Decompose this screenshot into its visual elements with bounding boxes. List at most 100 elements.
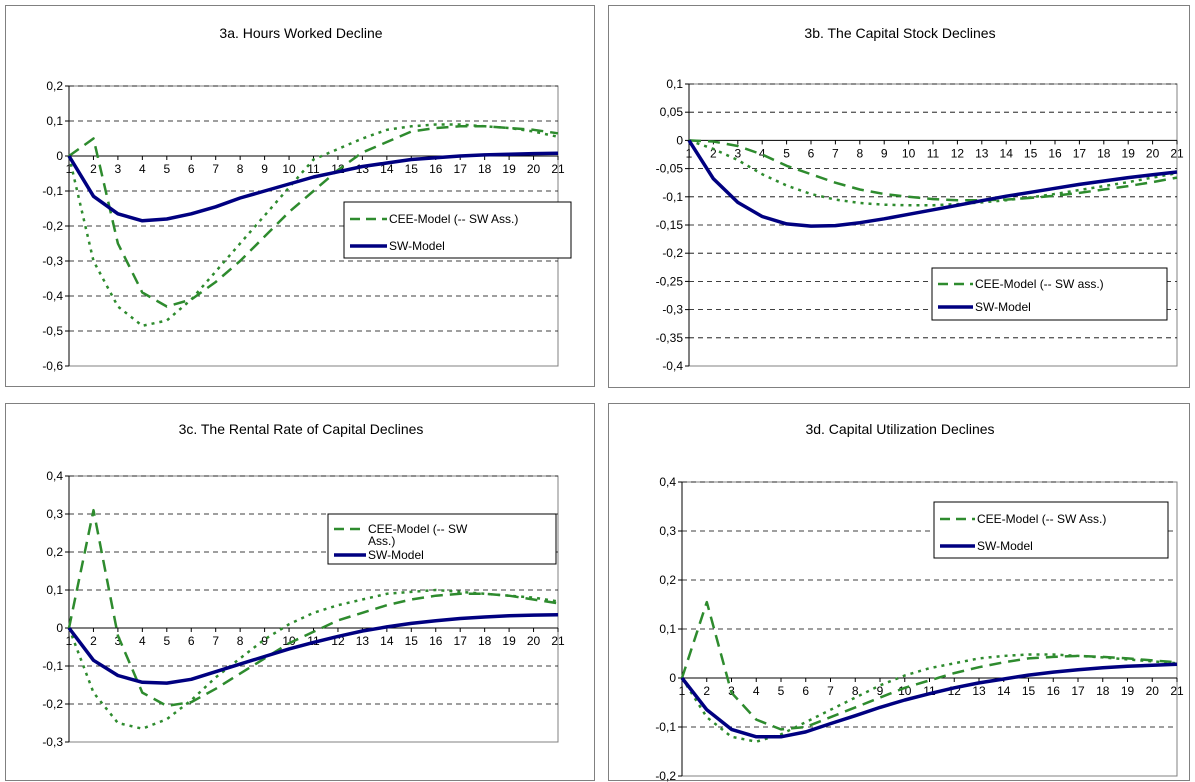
x-tick-label: 21	[551, 634, 565, 648]
x-tick-label: 18	[478, 162, 492, 176]
chart-title: 3d. Capital Utilization Declines	[805, 421, 994, 437]
legend-label: Ass.)	[368, 534, 395, 548]
x-tick-label: 19	[502, 634, 516, 648]
x-tick-label: 7	[832, 146, 839, 160]
x-tick-label: 6	[808, 146, 815, 160]
y-tick-label: -0,3	[662, 303, 683, 317]
series-line-solid	[680, 662, 1178, 739]
x-tick-label: 15	[405, 634, 419, 648]
y-tick-label: -0,1	[655, 720, 676, 734]
y-tick-label: 0,1	[46, 583, 63, 597]
x-tick-label: 10	[902, 146, 916, 160]
x-tick-label: 8	[856, 146, 863, 160]
x-tick-label: 7	[212, 634, 219, 648]
x-tick-label: 2	[90, 162, 97, 176]
series-line-solid	[687, 139, 1178, 228]
x-tick-label: 8	[852, 684, 859, 698]
x-tick-label: 4	[753, 684, 760, 698]
chart-title: 3b. The Capital Stock Declines	[804, 25, 995, 41]
legend-label: SW-Model	[389, 239, 445, 253]
x-tick-label: 10	[898, 684, 912, 698]
x-tick-label: 17	[454, 162, 468, 176]
legend-box	[343, 201, 572, 259]
legend-label: SW-Model	[975, 300, 1031, 314]
series-line-dashed	[688, 139, 1178, 202]
chart-title: 3c. The Rental Rate of Capital Declines	[179, 421, 424, 437]
x-tick-label: 20	[527, 634, 541, 648]
y-tick-label: 0	[56, 149, 63, 163]
x-tick-label: 5	[783, 146, 790, 160]
series-line-dashed	[67, 508, 559, 708]
x-tick-label: 1	[66, 162, 73, 176]
x-tick-label: 19	[502, 162, 516, 176]
x-tick-label: 6	[188, 634, 195, 648]
legend-label: SW-Model	[977, 539, 1033, 553]
y-tick-label: 0	[56, 621, 63, 635]
chart-panel-3a: 3a. Hours Worked Decline 0,2 0,1 0 -0,1 -0,2 -…	[5, 5, 595, 387]
y-tick-label: -0,05	[656, 162, 684, 176]
x-tick-label: 5	[163, 162, 170, 176]
x-tick-label: 20	[527, 162, 541, 176]
legend-label: CEE-Model (-- SW ass.)	[975, 277, 1104, 291]
y-tick-label: 0,4	[46, 469, 63, 483]
x-tick-label: 15	[1022, 684, 1036, 698]
x-tick-label: 3	[115, 634, 122, 648]
y-tick-label: 0,1	[659, 622, 676, 636]
y-tick-label: 0,1	[46, 114, 63, 128]
y-tick-label: -0,35	[656, 331, 684, 345]
x-tick-label: 17	[1071, 684, 1085, 698]
x-tick-label: 9	[261, 634, 268, 648]
chart-panel-3b: 3b. The Capital Stock Declines 0,1 0,05 0 -0…	[608, 5, 1190, 388]
y-tick-label: -0,2	[42, 697, 63, 711]
y-tick-label: 0,4	[659, 475, 676, 489]
x-tick-label: 8	[237, 162, 244, 176]
y-tick-label: 0,3	[46, 507, 63, 521]
series-line-dotted	[680, 653, 1178, 743]
x-tick-label: 13	[972, 684, 986, 698]
x-tick-label: 3	[734, 146, 741, 160]
y-tick-label: -0,5	[42, 324, 63, 338]
x-tick-label: 10	[282, 634, 296, 648]
x-tick-label: 16	[1047, 684, 1061, 698]
y-tick-label: -0,1	[42, 659, 63, 673]
y-tick-label: 0,1	[666, 77, 683, 91]
x-tick-label: 5	[163, 634, 170, 648]
x-tick-label: 8	[237, 634, 244, 648]
x-tick-label: 19	[1121, 684, 1135, 698]
x-tick-label: 4	[139, 634, 146, 648]
x-tick-label: 13	[975, 146, 989, 160]
x-tick-label: 17	[454, 634, 468, 648]
y-tick-label: -0,2	[662, 246, 683, 260]
y-tick-label: 0	[669, 671, 676, 685]
x-tick-label: 7	[212, 162, 219, 176]
x-tick-label: 15	[1024, 146, 1038, 160]
x-tick-label: 4	[139, 162, 146, 176]
x-tick-label: 19	[1122, 146, 1136, 160]
x-tick-label: 20	[1146, 684, 1160, 698]
y-tick-label: -0,1	[662, 190, 683, 204]
y-tick-label: 0	[676, 133, 683, 147]
x-tick-label: 13	[356, 634, 370, 648]
y-tick-label: -0,2	[655, 769, 676, 782]
x-tick-label: 18	[1096, 684, 1110, 698]
y-tick-label: -0,3	[42, 254, 63, 268]
x-tick-label: 6	[802, 684, 809, 698]
legend-label: SW-Model	[368, 548, 424, 562]
legend-box	[931, 267, 1168, 321]
x-tick-label: 21	[1170, 684, 1184, 698]
y-tick-label: -0,3	[42, 735, 63, 749]
y-tick-label: 0,2	[659, 573, 676, 587]
x-tick-label: 21	[1170, 146, 1184, 160]
x-tick-label: 1	[679, 684, 686, 698]
x-tick-label: 1	[686, 146, 693, 160]
chart-panel-3d: 3d. Capital Utilization Declines 0,4 0,3 0,…	[608, 403, 1190, 782]
x-tick-label: 4	[759, 146, 766, 160]
x-tick-label: 14	[380, 634, 394, 648]
x-tick-label: 18	[478, 634, 492, 648]
y-tick-label: -0,15	[656, 218, 684, 232]
x-tick-label: 14	[1000, 146, 1014, 160]
x-tick-label: 5	[778, 684, 785, 698]
y-tick-label: -0,4	[42, 289, 63, 303]
x-tick-label: 3	[115, 162, 122, 176]
x-tick-label: 21	[551, 162, 565, 176]
